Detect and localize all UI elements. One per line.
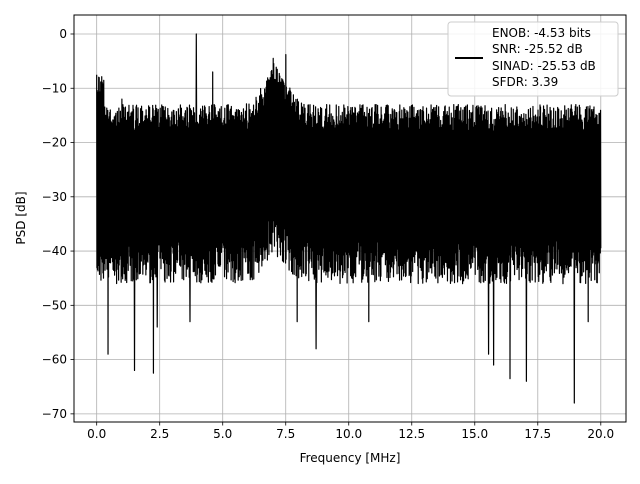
x-tick-label: 0.0 [87, 427, 106, 441]
y-axis-label: PSD [dB] [14, 191, 28, 244]
x-tick-label: 12.5 [398, 427, 425, 441]
x-tick-label: 15.0 [461, 427, 488, 441]
y-tick-label: −50 [42, 298, 67, 312]
x-tick-label: 10.0 [335, 427, 362, 441]
axes-frame [73, 14, 627, 423]
x-tick-label: 20.0 [587, 427, 614, 441]
legend-sfdr: SFDR: 3.39 [492, 75, 558, 89]
psd-series-line [96, 33, 602, 404]
y-tick-label: −40 [42, 244, 67, 258]
y-tick-label: −30 [42, 190, 67, 204]
y-tick-label: −10 [42, 81, 67, 95]
data-layer [96, 33, 602, 404]
legend-box [447, 21, 619, 97]
tick-marks: 0.0 2.5 5.0 7.5 10.0 12.5 15.0 17.5 20.0 0 −10 −20 −… [42, 27, 614, 441]
legend-snr: SNR: -25.52 dB [492, 42, 583, 56]
y-tick-label: −60 [42, 353, 67, 367]
x-tick-label: 5.0 [213, 427, 232, 441]
x-tick-label: 2.5 [150, 427, 169, 441]
x-tick-label: 17.5 [524, 427, 551, 441]
legend-enob: ENOB: -4.53 bits [492, 26, 591, 40]
y-tick-label: 0 [59, 27, 67, 41]
y-tick-label: −70 [42, 407, 67, 421]
legend-sinad: SINAD: -25.53 dB [492, 59, 596, 73]
legend: ENOB: -4.53 bits SNR: -25.52 dB SINAD: -… [447, 21, 619, 97]
x-tick-label: 7.5 [276, 427, 295, 441]
x-axis-label: Frequency [MHz] [300, 451, 401, 465]
y-tick-label: −20 [42, 136, 67, 150]
